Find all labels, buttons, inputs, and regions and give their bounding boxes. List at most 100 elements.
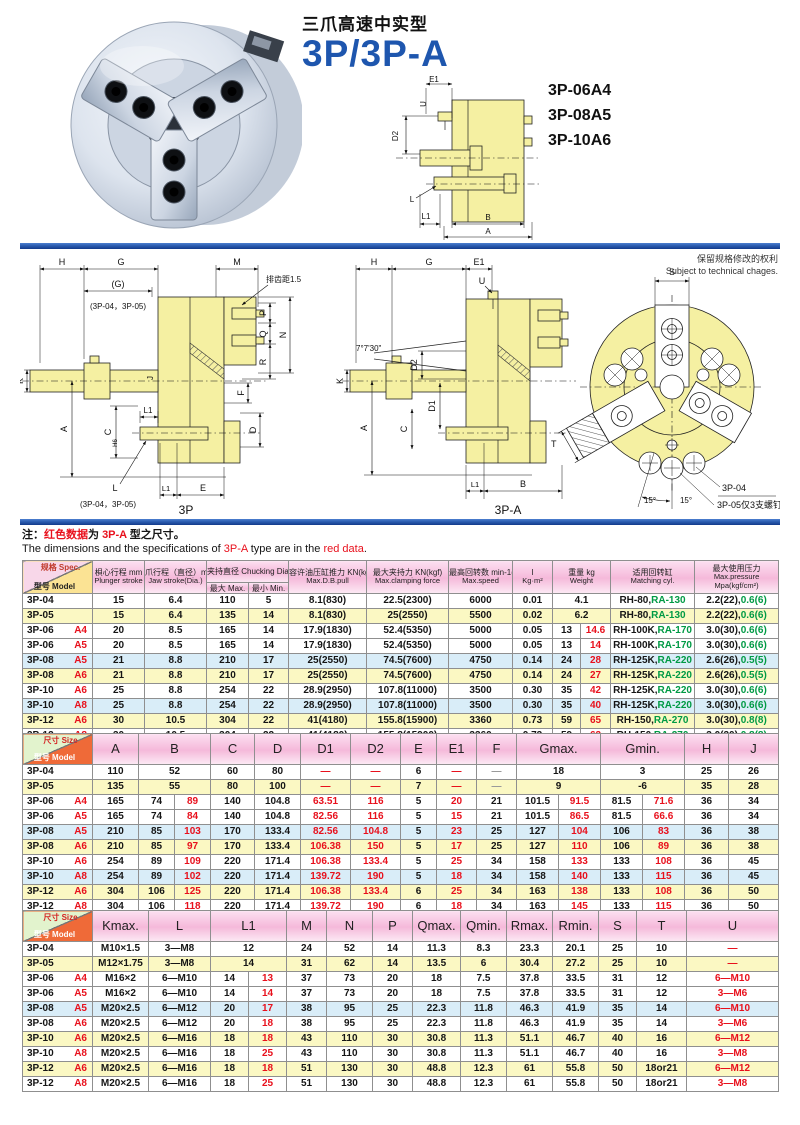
data-cell: M20×2.5	[92, 1031, 149, 1047]
model-cell: 3P-10 A6	[22, 683, 93, 699]
data-cell: M20×2.5	[92, 1001, 149, 1017]
col-header-j: J	[728, 733, 780, 765]
data-cell: 138	[558, 884, 602, 900]
dim-label: (G)	[112, 279, 125, 289]
data-cell: 25	[92, 698, 145, 714]
data-cell: 18	[436, 869, 478, 885]
data-cell: 0.02	[512, 608, 554, 624]
data-cell: 15	[92, 593, 145, 609]
data-cell: 3	[600, 764, 686, 780]
data-cell: 5	[400, 854, 438, 870]
data-cell: 73	[326, 986, 373, 1002]
col-header-t: T	[636, 910, 687, 942]
data-cell: —	[476, 779, 518, 795]
data-cell: 106.38	[300, 854, 352, 870]
dim-label: F	[236, 390, 246, 396]
data-cell: 50	[728, 884, 780, 900]
data-cell: 51	[286, 1076, 327, 1092]
data-cell: 36	[684, 824, 730, 840]
data-cell: 25(2550)	[288, 668, 368, 684]
data-cell: 3.0(30),0.6(6)	[694, 638, 780, 654]
data-cell: 6.4	[144, 593, 207, 609]
data-cell: 40	[580, 698, 612, 714]
col-header-m: M	[286, 910, 327, 942]
data-cell: 11.3	[460, 1046, 507, 1062]
data-cell: 5	[400, 869, 438, 885]
data-cell: 158	[516, 869, 560, 885]
data-cell: 40	[598, 1046, 637, 1062]
data-cell: —	[350, 779, 402, 795]
drawing-3p: H G (G) (3P-04，3P-05) M 排齿距1.5 P Q R N K	[15, 257, 302, 517]
data-cell: 74	[138, 809, 175, 825]
data-cell: 51.1	[506, 1046, 553, 1062]
data-cell: 60	[210, 764, 256, 780]
table-row: 3P-08 A5 M20×2.5 6—M12 20 17 38 95 25 22.3 11.8 46.…	[22, 1001, 779, 1017]
data-cell: 40	[598, 1031, 637, 1047]
data-cell: 46.7	[552, 1031, 599, 1047]
data-cell: 158	[516, 854, 560, 870]
highlight	[100, 46, 184, 86]
dim-label: E1	[473, 257, 484, 267]
data-cell: 46.3	[506, 1016, 553, 1032]
model-cell: 3P-12 A6	[22, 1061, 93, 1077]
model-item: 3P-10A6	[548, 132, 612, 149]
product-photo	[70, 21, 302, 229]
data-cell: —	[300, 779, 352, 795]
data-cell: 25(2550)	[288, 653, 368, 669]
data-cell: 89	[138, 854, 175, 870]
table-row: 3P-04 M10×1.5 3—M8 12 24 52 14 11.3 8.3 23.3 20.1 2…	[22, 941, 779, 957]
data-cell: 35	[552, 683, 582, 699]
data-cell: 2.6(26),0.5(5)	[694, 653, 780, 669]
data-cell: 12	[210, 941, 287, 957]
data-cell: 5	[247, 593, 290, 609]
table-row: 3P-10 A8 25 8.8 254 22 28.9(2950) 107.8(11000) 3…	[22, 698, 780, 714]
data-cell: 0.01	[512, 593, 554, 609]
angle-label: 7°7'30"	[356, 344, 382, 353]
data-cell: 8.1(830)	[288, 593, 368, 609]
data-cell: 210	[206, 668, 249, 684]
data-cell: 37.8	[506, 986, 553, 1002]
data-cell: 20	[210, 1016, 249, 1032]
data-cell: 50	[598, 1076, 637, 1092]
data-cell: 37	[286, 971, 327, 987]
spec-table: 规格 Spec. 型号 Model 梖心行程 mm Plunger stroke …	[22, 560, 780, 744]
data-cell: 18	[412, 986, 461, 1002]
dim-label: T	[551, 439, 557, 449]
data-cell: RH-125K,RA-220	[610, 668, 696, 684]
data-cell: 140	[210, 794, 256, 810]
data-cell: 3500	[448, 698, 514, 714]
col-header-f: F	[476, 733, 518, 765]
data-cell: 220	[210, 869, 256, 885]
table-row: 3P-06 A4 165 74 89 140 104.8 63.51 116 5 20 21 101.5…	[22, 794, 780, 810]
col-header-weight: 重量 kg Weight	[552, 560, 612, 594]
model-cell: 3P-10 A8	[22, 1046, 93, 1062]
note-block: 注：红色数据为 3P-A 型之尺寸。 The dimensions and th…	[22, 528, 367, 556]
data-cell: 52.4(5350)	[366, 623, 450, 639]
data-cell: 55.8	[552, 1061, 599, 1077]
model-cell: 3P-10 A6	[22, 854, 93, 870]
data-cell: 45	[728, 854, 780, 870]
title-block: 三爪高速中实型 3P/3P-A	[302, 10, 449, 74]
data-cell: 35	[552, 698, 582, 714]
dim-label: U	[479, 276, 486, 286]
data-cell: 97	[173, 839, 212, 855]
data-cell: 65	[580, 713, 612, 729]
data-cell: 21	[92, 653, 145, 669]
data-cell: 171.4	[254, 854, 302, 870]
data-cell: 104.8	[254, 794, 302, 810]
data-cell: 62	[326, 956, 373, 972]
data-cell: 37.8	[506, 971, 553, 987]
data-cell: 3360	[448, 713, 514, 729]
table-row: 3P-06 A4 M16×2 6—M10 14 13 37 73 20 18 7.5 37.8 33.5…	[22, 971, 779, 987]
jaw-right	[167, 58, 267, 142]
model-cell: 3P-04	[22, 941, 93, 957]
data-cell: 55	[137, 779, 212, 795]
data-cell: 81.5	[600, 809, 644, 825]
data-cell: 133.4	[254, 824, 302, 840]
data-cell: M16×2	[92, 986, 149, 1002]
data-cell: 0.05	[512, 623, 554, 639]
data-cell: 8.8	[144, 698, 207, 714]
data-cell: 108	[642, 854, 686, 870]
data-cell: 23.3	[506, 941, 553, 957]
dim-label: P	[258, 310, 268, 316]
